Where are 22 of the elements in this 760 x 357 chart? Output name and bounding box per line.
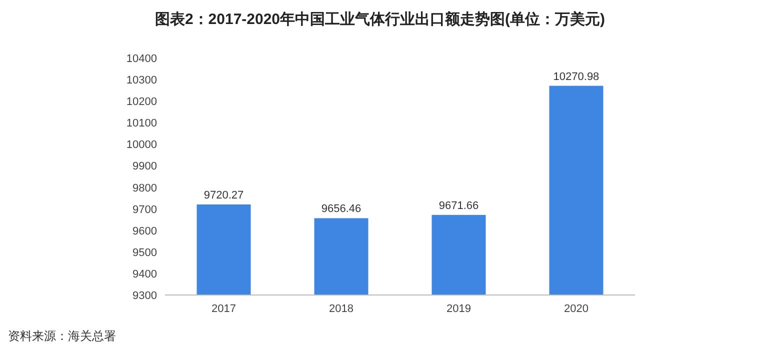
y-tick-label: 10000 — [126, 139, 157, 152]
data-label: 9656.46 — [321, 203, 362, 216]
data-label: 9671.66 — [438, 200, 479, 212]
y-tick-label: 10200 — [126, 96, 157, 108]
y-tick-label: 10400 — [126, 53, 157, 65]
x-tick-label: 2018 — [329, 303, 354, 315]
y-tick-label: 10100 — [126, 118, 157, 130]
y-tick-label: 10300 — [126, 74, 157, 87]
chart-title: 图表2：2017-2020年中国工业气体行业出口额走势图(单位：万美元) — [154, 10, 606, 28]
y-tick-label: 9400 — [132, 268, 157, 280]
y-tick-label: 9800 — [132, 182, 157, 194]
y-tick-label: 9900 — [132, 160, 157, 173]
x-tick-label: 2019 — [446, 303, 471, 315]
data-label: 9720.27 — [204, 189, 244, 202]
y-tick-label: 9700 — [132, 204, 157, 216]
data-label: 10270.98 — [553, 70, 600, 83]
x-tick-label: 2017 — [212, 303, 236, 315]
y-tick-label: 9500 — [132, 246, 157, 259]
y-tick-label: 9300 — [132, 290, 157, 302]
text: 资料来源：海关总署 — [8, 329, 116, 343]
y-tick-label: 9600 — [132, 225, 157, 238]
x-tick-label: 2020 — [564, 303, 588, 315]
